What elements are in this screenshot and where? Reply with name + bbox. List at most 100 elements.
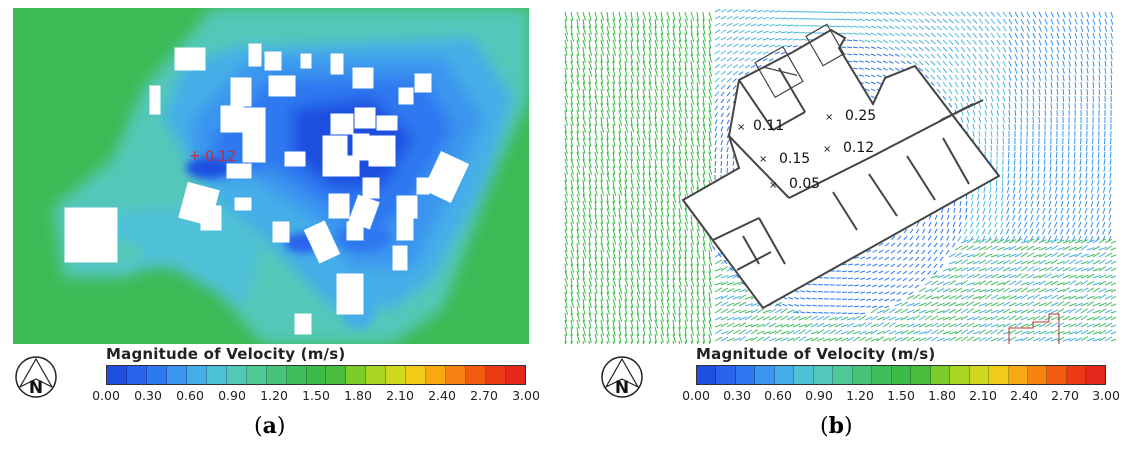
velocity-vector xyxy=(948,11,954,17)
velocity-vector xyxy=(720,63,727,69)
velocity-vector xyxy=(690,158,694,168)
velocity-vector xyxy=(612,172,616,182)
velocity-vector xyxy=(982,221,986,228)
velocity-vector xyxy=(672,158,676,168)
velocity-vector xyxy=(684,46,688,56)
velocity-vector xyxy=(582,228,587,238)
velocity-vector xyxy=(1032,18,1037,25)
velocity-vector xyxy=(642,46,646,56)
velocity-vector xyxy=(564,235,569,245)
velocity-vector xyxy=(990,315,999,321)
velocity-vector xyxy=(1032,267,1041,272)
velocity-vector xyxy=(564,333,567,343)
velocity-vector xyxy=(576,179,580,189)
velocity-vector xyxy=(582,298,585,308)
velocity-vector xyxy=(1008,253,1017,258)
velocity-vector xyxy=(570,221,574,231)
velocity-vector xyxy=(588,179,592,189)
velocity-vector xyxy=(1073,179,1076,186)
velocity-vector xyxy=(1008,67,1012,74)
velocity-vector xyxy=(1038,81,1041,88)
velocity-vector xyxy=(906,11,913,16)
velocity-vector xyxy=(1110,60,1113,67)
velocity-vector xyxy=(606,151,610,161)
velocity-vector xyxy=(870,88,876,92)
velocity-vector xyxy=(654,179,659,189)
velocity-vector xyxy=(564,123,567,133)
scale-swatch xyxy=(950,366,970,384)
velocity-vector xyxy=(1005,228,1010,235)
velocity-vector xyxy=(954,32,960,38)
velocity-vector xyxy=(588,319,592,329)
velocity-vector xyxy=(654,158,657,168)
velocity-vector xyxy=(648,326,652,336)
velocity-vector xyxy=(720,77,726,83)
velocity-vector xyxy=(570,137,573,147)
velocity-vector xyxy=(954,322,963,328)
velocity-vector xyxy=(1031,165,1034,172)
velocity-vector xyxy=(594,298,597,308)
velocity-vector xyxy=(636,53,640,63)
velocity-vector xyxy=(960,280,968,286)
velocity-vector xyxy=(852,11,859,14)
velocity-vector xyxy=(872,291,878,295)
velocity-vector xyxy=(834,315,843,321)
velocity-vector xyxy=(1068,88,1071,95)
velocity-vector xyxy=(1098,53,1101,60)
velocity-vector xyxy=(978,280,986,286)
velocity-vector xyxy=(1044,88,1047,95)
velocity-vector xyxy=(708,137,712,147)
velocity-vector xyxy=(878,284,884,288)
neighbour-outline xyxy=(1008,313,1060,344)
velocity-vector xyxy=(618,235,623,245)
color-scale-bar xyxy=(106,365,526,385)
velocity-vector xyxy=(726,161,729,167)
north-arrow-icon: N xyxy=(601,356,643,398)
north-arrow-icon: N xyxy=(15,356,57,398)
velocity-vector xyxy=(1055,151,1058,159)
velocity-vector xyxy=(696,144,699,154)
velocity-vector xyxy=(930,53,936,59)
velocity-vector xyxy=(630,179,634,189)
velocity-vector xyxy=(1098,60,1101,67)
velocity-vector xyxy=(588,18,591,28)
velocity-vector xyxy=(1074,281,1083,286)
velocity-vector xyxy=(924,18,931,23)
velocity-vector xyxy=(852,60,858,63)
velocity-vector xyxy=(1014,246,1023,251)
velocity-vector xyxy=(1068,39,1072,46)
velocity-vector xyxy=(642,39,646,49)
velocity-vector xyxy=(684,242,687,252)
velocity-vector xyxy=(948,302,957,307)
velocity-vector xyxy=(1086,74,1089,81)
velocity-vector xyxy=(600,277,604,287)
velocity-vector xyxy=(1061,158,1064,165)
velocity-vector xyxy=(1080,280,1088,286)
velocity-vector xyxy=(942,25,948,31)
velocity-vector xyxy=(1110,18,1114,25)
velocity-vector xyxy=(696,123,700,133)
velocity-vector xyxy=(636,249,640,259)
velocity-vector xyxy=(990,74,995,81)
velocity-vector xyxy=(564,172,567,182)
velocity-vector xyxy=(654,18,657,28)
velocity-vector xyxy=(924,25,931,31)
velocity-vector xyxy=(606,193,609,203)
velocity-vector xyxy=(966,245,974,251)
velocity-vector xyxy=(1103,179,1106,186)
velocity-vector xyxy=(942,39,948,45)
velocity-vector xyxy=(588,200,592,210)
velocity-vector xyxy=(1104,46,1107,54)
velocity-vector xyxy=(953,207,956,213)
velocity-vector xyxy=(1008,323,1017,328)
velocity-vector xyxy=(1109,165,1112,172)
velocity-vector xyxy=(1050,88,1053,95)
scale-tick-label: 0.90 xyxy=(805,388,833,403)
velocity-vector xyxy=(936,288,945,293)
velocity-vector xyxy=(654,95,658,105)
velocity-vector xyxy=(612,312,616,322)
velocity-vector xyxy=(1031,151,1034,159)
velocity-vector xyxy=(588,326,591,336)
velocity-vector xyxy=(1056,266,1065,272)
velocity-vector xyxy=(933,235,938,241)
